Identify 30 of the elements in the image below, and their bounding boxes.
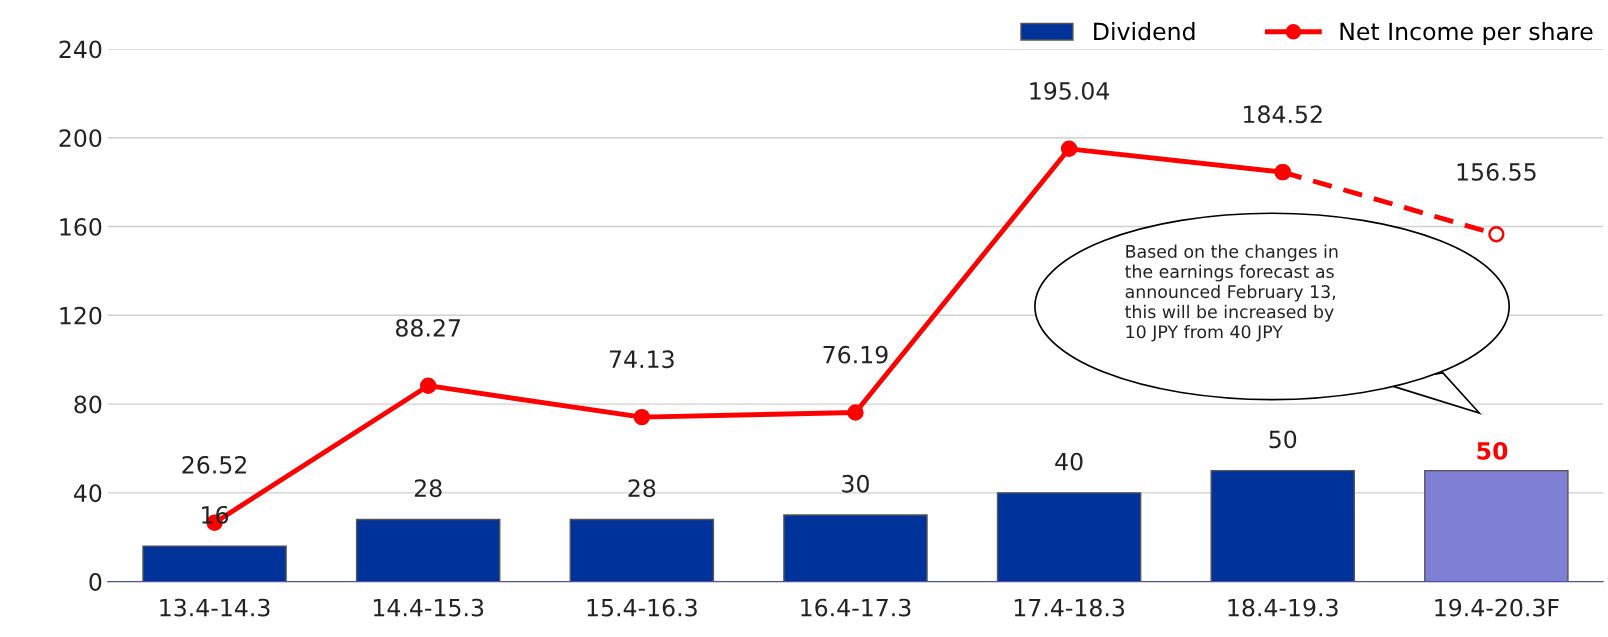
- data-label: 156.55: [1457, 162, 1536, 181]
- data-label: 40: [1055, 452, 1083, 471]
- x-tick-label: 14.4-15.3: [373, 598, 484, 617]
- y-tick-label: 120: [60, 306, 102, 325]
- data-label: 88.27: [395, 318, 460, 337]
- y-tick-label: 240: [59, 40, 102, 59]
- x-tick-label: 15.4-16.3: [587, 598, 697, 617]
- x-tick-label: 13.4-14.3: [160, 598, 270, 617]
- data-label: 74.13: [609, 350, 674, 369]
- data-label: 195.04: [1030, 82, 1110, 100]
- annotation: 50: [1477, 441, 1508, 460]
- x-tick-label: 19.4-20.3F: [1435, 598, 1559, 617]
- data-label: 28: [628, 479, 656, 498]
- legend-label: Dividend: [1094, 22, 1195, 41]
- data-label: 26.52: [182, 455, 246, 474]
- data-label: 50: [1269, 430, 1297, 449]
- data-label: 76.19: [823, 345, 888, 364]
- x-tick-label: 18.4-19.3: [1228, 598, 1338, 617]
- annotation: Based on the changes in the earnings forecast as announced February 13, this will be increased by 10 JPY from 40 JPY: [1125, 244, 1338, 342]
- data-label: 30: [842, 474, 869, 493]
- x-tick-label: 16.4-17.3: [801, 598, 911, 617]
- y-tick-label: 40: [73, 484, 102, 503]
- x-tick-label: 17.4-18.3: [1014, 598, 1125, 617]
- y-tick-label: 80: [74, 395, 102, 414]
- y-tick-label: 200: [59, 129, 102, 148]
- legend-label: Net Income per share: [1340, 22, 1593, 45]
- y-tick-label: 0: [89, 573, 102, 591]
- y-tick-label: 160: [60, 218, 102, 236]
- data-label: 184.52: [1244, 105, 1322, 124]
- data-label: 28: [414, 479, 442, 498]
